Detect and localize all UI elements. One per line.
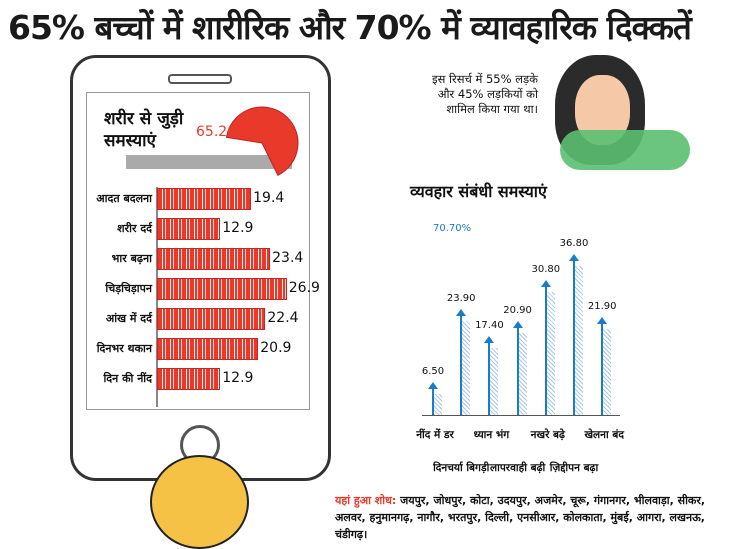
places-list: जयपुर, जोधपुर, कोटा, उदयपुर, अजमेर, चूरू… [335,494,706,541]
bar-value: 17.40 [475,319,504,331]
bar [157,218,221,240]
bar-shadow [518,333,527,415]
pie-slice [225,106,299,176]
bar-value: 26.9 [288,280,320,296]
phone-speaker [168,74,232,84]
bar-shadow [462,320,471,415]
bar [157,278,287,300]
pie-shadow [126,155,292,169]
arrow-head [540,279,551,287]
behavior-chart-title: व्यवहार संबंधी समस्याएं [410,182,547,201]
bar-category: लापरवाही बढ़ी [489,462,546,474]
bar-shadow [490,347,499,415]
bar-category: ज़िद्दीपन बढ़ा [549,462,599,474]
bar-label: आदत बदलना [96,192,152,205]
bar-stem [460,314,463,415]
bar [157,308,266,330]
bar-stem [432,387,434,415]
bar-stem [488,341,491,415]
research-note: इस रिसर्च में 55% लड़के और 45% लड़कियों … [431,72,538,116]
bar-label: दिन की नींद [103,372,152,385]
bar-value: 20.90 [503,305,532,317]
bar-value: 30.80 [531,263,561,275]
blanket-illustration [560,130,690,170]
bar-value: 20.9 [260,340,292,356]
bar-stem [544,285,547,415]
page-title: 65% बच्चों में शारीरिक और 70% में व्यावह… [8,8,692,47]
behavior-total-label: 70.70% [433,223,472,234]
places-lead: यहां हुआ शोध: [335,494,397,507]
arrow-head [428,381,438,389]
bar-label: आंख में दर्द [105,312,152,325]
bar-label: दिनभर थकान [96,342,152,355]
bar-value: 19.4 [253,190,285,206]
bar-value: 6.50 [421,365,445,377]
bar-category: नींद में डर [416,429,454,441]
bar-value: 36.80 [559,238,589,250]
pie-title: शरीर से जुड़ी समस्याएं [104,109,184,151]
bar-stem [601,323,604,415]
bar-value: 22.4 [267,310,299,326]
pie-chart [225,106,299,176]
bar-shadow [546,291,555,415]
bar-value: 21.90 [587,301,617,313]
bar [157,338,259,360]
arrow-head [484,335,495,343]
bar-category: ध्यान भंग [473,429,510,441]
bar-value: 23.90 [446,292,476,304]
bar-stem [516,327,519,415]
bar-label: भार बढ़ना [111,252,152,265]
arrow-head [597,317,608,325]
bar-value: 12.9 [222,220,254,236]
bar-category: दिनचर्या बिगड़ी [433,462,490,474]
bar-category: नखरे बढ़े [530,429,565,441]
arrow-head [456,308,467,316]
bar-stem [573,260,575,415]
bar-label: चिड़चिड़ापन [105,282,152,295]
research-places: यहां हुआ शोध: जयपुर, जोधपुर, कोटा, उदयपु… [335,492,725,543]
pie-label: 65.20% [196,124,250,140]
bar [157,248,271,270]
child-illustration [150,455,249,549]
bar-value: 23.4 [272,250,304,266]
bar [157,368,221,390]
bar [157,188,252,210]
bar-value: 12.9 [222,370,254,386]
bar-shadow [603,329,612,415]
bar-shadow [434,393,442,415]
arrow-head [569,254,579,262]
bar-shadow [575,266,583,415]
bar-category: खेलना बंद [584,429,624,441]
arrow-head [512,321,523,329]
bar-label: शरीर दर्द [117,222,152,235]
behavior-axis [422,415,620,416]
